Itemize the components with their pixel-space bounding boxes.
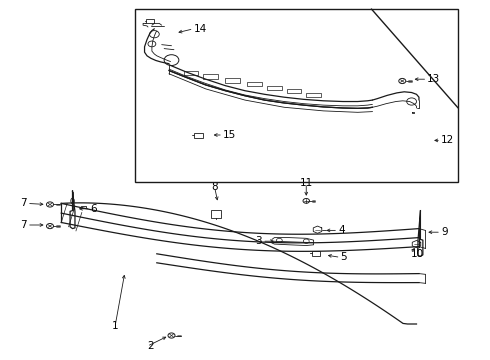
Bar — [267, 86, 282, 90]
Bar — [135, 9, 458, 182]
Bar — [225, 78, 240, 82]
Text: 10: 10 — [411, 249, 424, 259]
Text: 1: 1 — [112, 321, 119, 331]
Text: 3: 3 — [255, 236, 262, 246]
Text: 12: 12 — [441, 135, 454, 145]
Text: 5: 5 — [341, 252, 347, 262]
Text: 6: 6 — [91, 204, 98, 214]
Bar — [312, 251, 320, 256]
Text: 13: 13 — [427, 74, 441, 84]
Text: 14: 14 — [194, 24, 207, 34]
Bar — [194, 133, 203, 138]
Bar — [203, 74, 218, 78]
Bar — [247, 82, 262, 86]
Bar — [287, 89, 301, 93]
Text: 2: 2 — [147, 341, 154, 351]
Bar — [306, 93, 321, 97]
Bar — [211, 210, 220, 218]
Text: 9: 9 — [441, 227, 448, 237]
Bar — [146, 19, 154, 23]
Bar — [184, 71, 198, 75]
Text: 7: 7 — [20, 198, 27, 208]
Text: 4: 4 — [338, 225, 345, 235]
Text: 8: 8 — [211, 182, 218, 192]
Text: 7: 7 — [20, 220, 27, 230]
Text: 11: 11 — [299, 178, 313, 188]
Text: 15: 15 — [223, 130, 236, 140]
